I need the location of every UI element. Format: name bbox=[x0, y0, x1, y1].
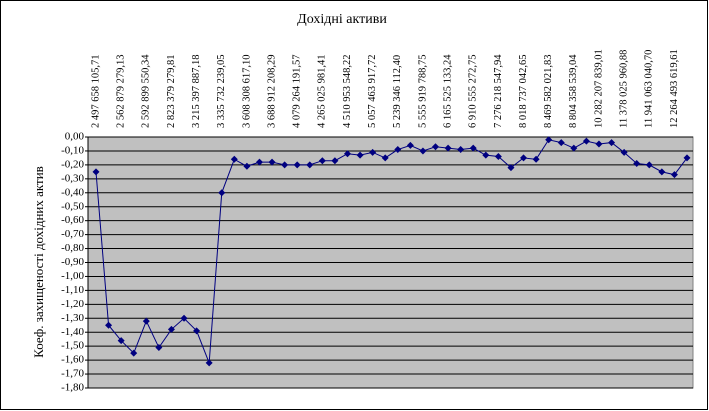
marker bbox=[343, 150, 351, 158]
x-tick-label: 8 469 582 021,83 bbox=[543, 55, 554, 129]
y-tick-label: -0,20 bbox=[61, 158, 84, 170]
y-axis-label: Коеф. захищеності дохідних актив bbox=[31, 166, 46, 358]
marker bbox=[193, 327, 201, 335]
x-tick-label: 12 264 493 619,61 bbox=[669, 49, 680, 128]
y-tick-label: -1,80 bbox=[61, 382, 84, 394]
y-tick-label: -0,80 bbox=[61, 242, 84, 254]
marker bbox=[281, 161, 289, 169]
y-tick-label: -0,10 bbox=[61, 144, 84, 156]
marker bbox=[394, 146, 402, 154]
x-tick-label: 8 018 737 042,65 bbox=[518, 55, 529, 129]
marker bbox=[142, 317, 150, 325]
marker bbox=[205, 359, 213, 367]
y-tick-label: 0,00 bbox=[65, 131, 85, 143]
marker bbox=[532, 155, 540, 163]
marker bbox=[507, 164, 515, 172]
x-tick-label: 2 592 899 550,34 bbox=[141, 54, 152, 128]
marker bbox=[683, 154, 691, 162]
marker bbox=[167, 325, 175, 333]
x-tick-label: 6 910 555 272,75 bbox=[468, 55, 479, 129]
marker bbox=[218, 189, 226, 197]
marker bbox=[117, 337, 125, 345]
y-tick-label: -0,30 bbox=[61, 172, 84, 184]
marker bbox=[620, 148, 628, 156]
y-tick-label: -0,90 bbox=[61, 256, 84, 268]
marker bbox=[570, 144, 578, 152]
x-tick-label: 2 823 379 279,81 bbox=[166, 55, 177, 129]
y-tick-label: -1,70 bbox=[61, 368, 84, 380]
marker bbox=[595, 140, 603, 148]
marker bbox=[268, 158, 276, 166]
x-tick-label: 2 562 879 279,13 bbox=[116, 55, 127, 129]
x-tick-label: 5 239 346 112,40 bbox=[392, 55, 403, 128]
marker bbox=[331, 157, 339, 165]
x-tick-label: 5 057 463 917,72 bbox=[367, 55, 378, 129]
y-tick-label: -1,30 bbox=[61, 312, 84, 324]
marker bbox=[230, 155, 238, 163]
x-tick-label: 10 282 207 839,01 bbox=[593, 49, 604, 128]
x-tick-label: 3 335 732 239,05 bbox=[216, 55, 227, 129]
x-tick-label: 11 941 063 040,70 bbox=[644, 50, 655, 128]
marker bbox=[457, 146, 465, 154]
y-tick-label: -0,40 bbox=[61, 186, 84, 198]
marker bbox=[255, 158, 263, 166]
marker bbox=[545, 136, 553, 144]
y-tick-label: -0,70 bbox=[61, 228, 84, 240]
y-tick-label: -1,00 bbox=[61, 270, 84, 282]
y-tick-label: -1,20 bbox=[61, 298, 84, 310]
marker bbox=[633, 159, 641, 167]
x-tick-label: 3 608 308 617,10 bbox=[241, 55, 252, 129]
marker bbox=[105, 321, 113, 329]
y-tick-label: -0,60 bbox=[61, 214, 84, 226]
marker bbox=[520, 154, 528, 162]
marker bbox=[306, 161, 314, 169]
marker bbox=[658, 168, 666, 176]
marker bbox=[293, 161, 301, 169]
marker bbox=[130, 349, 138, 357]
x-tick-label: 4 265 025 981,41 bbox=[317, 55, 328, 129]
marker bbox=[482, 151, 490, 159]
x-tick-label: 8 804 358 539,04 bbox=[568, 54, 579, 128]
y-tick-label: -1,60 bbox=[61, 354, 84, 366]
marker bbox=[243, 162, 251, 170]
x-tick-label: 5 555 919 788,75 bbox=[417, 55, 428, 129]
x-tick-label: 3 688 912 208,29 bbox=[266, 55, 277, 129]
marker bbox=[356, 151, 364, 159]
x-tick-label: 4 510 953 548,22 bbox=[342, 55, 353, 129]
marker bbox=[494, 153, 502, 161]
y-tick-label: -0,50 bbox=[61, 200, 84, 212]
marker bbox=[155, 344, 163, 352]
marker bbox=[92, 168, 100, 176]
marker bbox=[608, 139, 616, 147]
chart-title: Дохідні активи bbox=[297, 12, 387, 27]
marker bbox=[419, 147, 427, 155]
marker bbox=[469, 144, 477, 152]
x-tick-label: 2 497 658 105,71 bbox=[90, 55, 101, 129]
y-tick-label: -1,10 bbox=[61, 284, 84, 296]
y-tick-label: -1,50 bbox=[61, 340, 84, 352]
marker bbox=[444, 144, 452, 152]
marker bbox=[670, 171, 678, 179]
marker bbox=[180, 314, 188, 322]
marker bbox=[432, 143, 440, 151]
marker bbox=[318, 157, 326, 165]
marker bbox=[369, 148, 377, 156]
marker bbox=[381, 154, 389, 162]
marker bbox=[645, 161, 653, 169]
marker bbox=[582, 137, 590, 145]
x-tick-label: 3 215 397 887,18 bbox=[191, 55, 202, 129]
x-tick-label: 11 378 025 960,88 bbox=[619, 50, 630, 128]
x-tick-label: 6 165 525 133,24 bbox=[442, 54, 453, 128]
marker bbox=[557, 139, 565, 147]
x-tick-label: 4 079 264 191,57 bbox=[292, 55, 303, 129]
x-tick-label: 7 276 218 547,94 bbox=[493, 54, 504, 128]
y-tick-label: -1,40 bbox=[61, 326, 84, 338]
marker bbox=[406, 141, 414, 149]
